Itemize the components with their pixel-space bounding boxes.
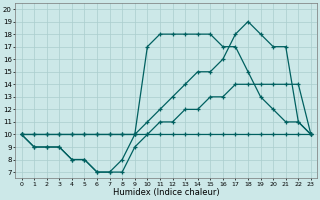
X-axis label: Humidex (Indice chaleur): Humidex (Indice chaleur) (113, 188, 220, 197)
